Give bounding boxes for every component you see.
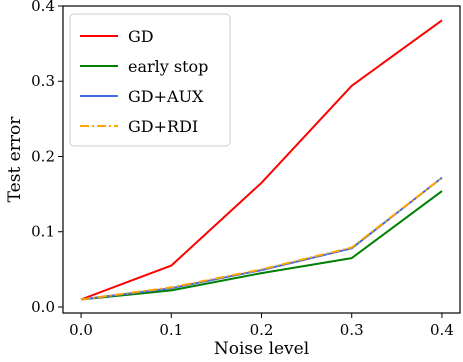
- y-tick-label: 0.1: [31, 223, 55, 241]
- series-line-2: [80, 176, 443, 301]
- series-line-1: [80, 190, 443, 301]
- y-axis-label: Test error: [5, 116, 25, 203]
- plot-lines: [80, 19, 443, 301]
- y-tick-label: 0.3: [31, 72, 55, 90]
- y-axis: 0.0 0.1 0.2 0.3 0.4: [31, 0, 63, 316]
- legend-label: GD: [128, 27, 154, 46]
- legend-label: GD+RDI: [128, 117, 198, 136]
- y-tick-label: 0.2: [31, 147, 55, 165]
- x-axis: 0.0 0.1 0.2 0.3 0.4: [69, 313, 454, 339]
- y-tick-label: 0.0: [31, 298, 55, 316]
- x-tick-label: 0.0: [69, 321, 93, 339]
- x-tick-label: 0.4: [430, 321, 454, 339]
- x-tick-label: 0.1: [159, 321, 183, 339]
- series-line-3: [80, 176, 443, 301]
- x-tick-label: 0.2: [250, 321, 274, 339]
- legend-label: early stop: [128, 57, 208, 76]
- legend: GD early stop GD+AUX GD+RDI: [69, 13, 231, 147]
- series-line-0: [80, 19, 443, 301]
- legend-box: [69, 13, 231, 147]
- legend-label: GD+AUX: [128, 87, 204, 106]
- x-axis-label: Noise level: [214, 339, 309, 359]
- y-tick-label: 0.4: [31, 0, 55, 15]
- x-tick-label: 0.3: [340, 321, 364, 339]
